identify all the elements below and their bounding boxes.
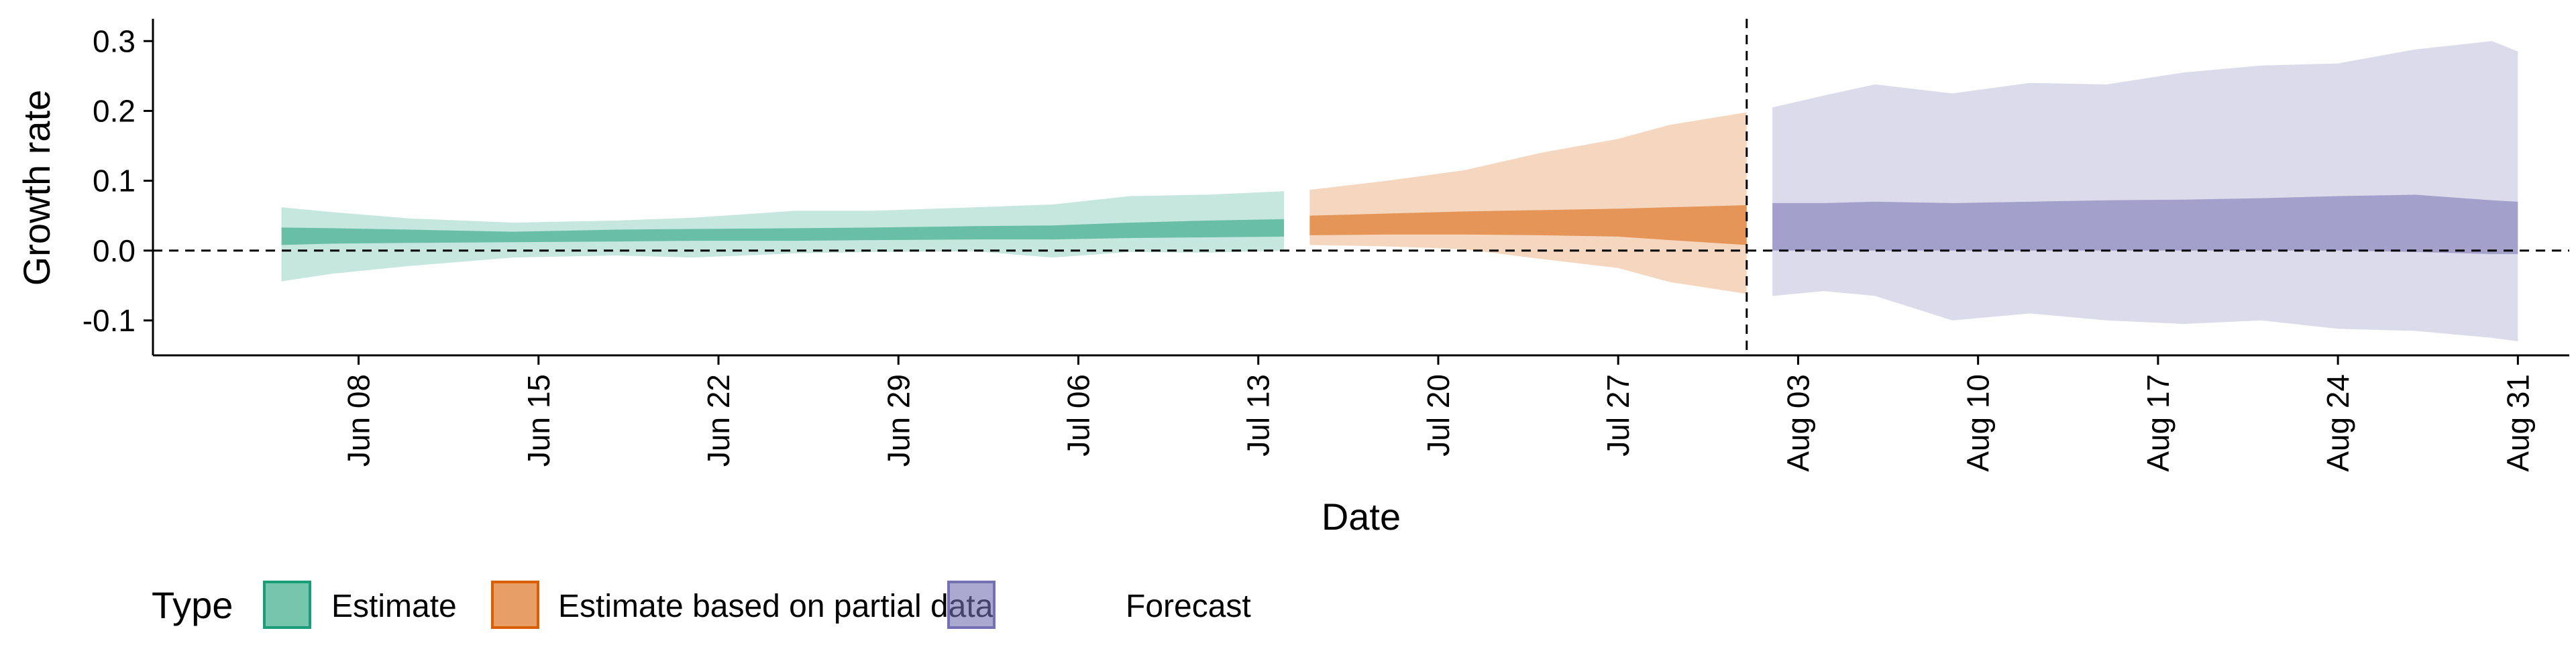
legend-label-estimate-based-on-partial-data: Estimate based on partial data [558,589,994,624]
x-tick-label: Jul 06 [1061,374,1095,457]
series-estimate-based-on-partial-data-inner-band [1309,205,1747,245]
y-tick-label: 0.1 [93,164,136,198]
y-tick-label: 0.0 [93,233,136,268]
x-tick-label: Aug 31 [2500,374,2535,472]
y-tick-label: 0.2 [93,93,136,128]
legend-label-forecast: Forecast [1126,589,1251,624]
legend: Type Estimate Estimate based on partial d… [152,581,1251,629]
x-tick-label: Jun 22 [701,374,736,467]
x-tick-label: Jul 13 [1241,374,1276,457]
axes: -0.1 0.0 0.1 0.2 0.3 Jun 08 Jun 15 Jun 22 Jun 29… [83,19,2569,472]
series-forecast [1772,41,2518,342]
y-tick-label: 0.3 [93,23,136,58]
series-estimate-based-on-partial-data [1309,112,1747,294]
series-estimate [281,191,1285,282]
x-tick-label: Aug 24 [2320,374,2355,472]
y-axis-title: Growth rate [15,90,58,286]
series-estimate-based-on-partial-data-outer-band [1309,112,1747,294]
legend-swatch-forecast [947,581,996,629]
x-axis-title: Date [1322,495,1401,538]
legend-title: Type [152,584,233,626]
x-tick-label: Jun 08 [341,374,376,467]
legend-swatch-estimate-based-on-partial-data [491,581,539,629]
y-tick-label: -0.1 [83,303,136,338]
legend-label-estimate: Estimate [331,589,457,624]
x-tick-label: Aug 10 [1961,374,1996,472]
x-tick-label: Aug 17 [2141,374,2176,472]
x-tick-label: Jun 29 [881,374,916,467]
x-tick-label: Jul 27 [1601,374,1635,457]
reference-lines [153,19,2569,355]
x-tick-label: Jul 20 [1421,374,1456,457]
series-forecast-outer-band [1772,41,2518,342]
series-forecast-inner-band [1772,194,2518,254]
series-estimate-inner-band [281,219,1285,245]
legend-swatch-estimate [263,581,311,629]
x-tick-label: Aug 03 [1780,374,1815,472]
series-layer [281,41,2518,342]
x-tick-label: Jun 15 [521,374,556,467]
